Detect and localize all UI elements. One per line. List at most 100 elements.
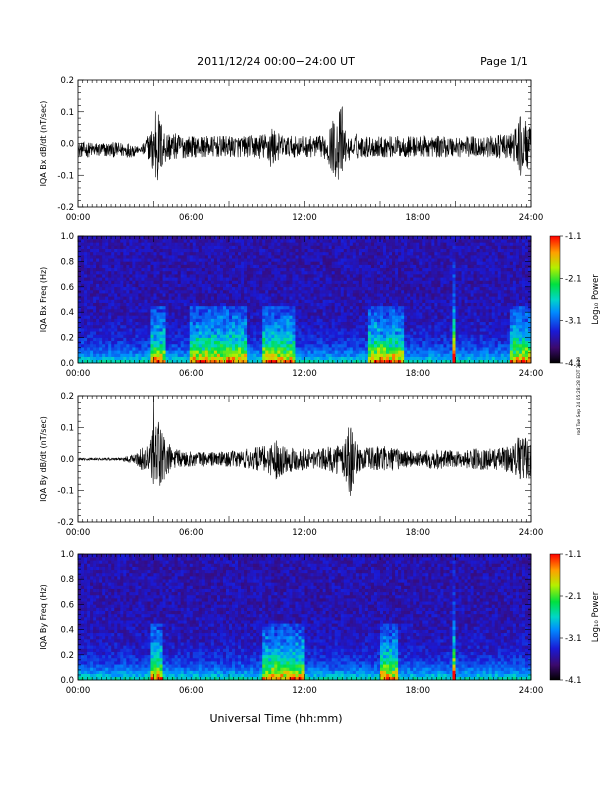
spectrogram-cell [174,293,178,297]
spectrogram-cell [259,239,263,243]
spectrogram-cell [229,286,233,291]
spectrogram-cell [304,258,308,262]
spectrogram-cell [129,331,133,335]
spectrogram-cell [241,286,245,291]
spectrogram-cell [144,356,148,361]
spectrogram-cell [150,245,154,249]
spectrogram-cell [259,347,263,351]
spectrogram-cell [244,293,248,297]
spectrogram-cell [117,236,121,240]
spectrogram-cell [150,261,154,265]
spectrogram-cell [150,305,154,310]
spectrogram-cell [150,353,154,357]
spectrogram-cell [316,274,320,278]
spectrogram-cell [256,331,260,335]
spectrogram-cell [123,289,127,294]
spectrogram-cell [247,277,251,281]
spectrogram-cell [367,280,372,284]
spectrogram-cell [380,255,384,259]
spectrogram-cell [410,264,414,269]
spectrogram-cell [289,337,293,342]
spectrogram-cell [132,296,136,300]
spectrogram-cell [244,236,248,240]
spectrogram-cell [162,350,166,354]
spectrogram-cell [373,305,378,310]
spectrogram-cell [419,261,423,265]
spectrogram-cell [192,359,197,364]
spectrogram-cell [105,353,109,357]
spectrogram-cell [283,242,287,246]
spectrogram-cell [81,305,85,310]
spectrogram-cell [319,289,323,294]
spectrogram-cell [364,267,369,272]
spectrogram-cell [177,331,181,335]
spectrogram-cell [319,356,323,361]
spectrogram-cell [201,261,206,265]
spectrogram-cell [431,324,435,329]
spectrogram-cell [319,242,323,246]
spectrogram-cell [177,283,181,288]
spectrogram-cell [256,318,260,323]
spectrogram-cell [310,318,314,323]
spectrogram-cell [189,347,194,351]
spectrogram-cell [395,264,399,269]
spectrogram-cell [189,312,194,316]
spectrogram-cell [292,315,296,319]
spectrogram-cell [183,258,188,262]
spectrogram-cell [389,302,393,307]
spectrogram-cell [431,337,435,342]
spectrogram-cell [213,315,218,319]
spectrogram-cell [150,251,154,256]
spectrogram-cell [256,274,260,278]
spectrogram-cell [407,347,411,351]
spectrogram-cell [195,356,200,361]
spectrogram-cell [283,255,287,259]
spectrogram-cell [135,286,139,291]
spectrogram-cell [346,359,351,364]
spectrogram-cell [346,324,351,329]
spectrogram-cell [328,270,332,275]
spectrogram-cell [331,321,335,326]
spectrogram-cell [117,289,121,294]
spectrogram-cell [129,261,133,265]
spectrogram-cell [325,251,329,256]
spectrogram-cell [340,315,345,319]
spectrogram-cell [428,312,432,316]
spectrogram-cell [386,293,390,297]
spectrogram-cell [244,267,248,272]
spectrogram-cell [398,264,402,269]
spectrogram-cell [286,242,290,246]
spectrogram-cell [189,318,194,323]
spectrogram-cell [319,343,323,348]
spectrogram-cell [262,239,266,243]
spectrogram-cell [364,312,369,316]
spectrogram-cell [171,328,175,332]
spectrogram-cell [126,340,130,345]
spectrogram-cell [168,359,172,364]
spectrogram-cell [265,356,269,361]
spectrogram-cell [316,359,320,364]
spectrogram-cell [96,239,100,243]
spectrogram-cell [132,305,136,310]
spectrogram-cell [292,340,296,345]
spectrogram-cell [168,245,172,249]
spectrogram-cell [419,299,423,303]
spectrogram-cell [313,359,317,364]
spectrogram-cell [346,312,351,316]
spectrogram-cell [244,245,248,249]
spectrogram-cell [244,264,248,269]
spectrogram-cell [407,261,411,265]
spectrogram-cell [192,283,197,288]
spectrogram-cell [90,309,94,313]
spectrogram-cell [247,236,251,240]
spectrogram-cell [253,356,257,361]
spectrogram-cell [123,356,127,361]
spectrogram-cell [325,312,329,316]
spectrogram-cell [174,318,178,323]
spectrogram-cell [425,274,429,278]
spectrogram-cell [159,334,163,338]
spectrogram-cell [422,299,426,303]
spectrogram-cell [81,270,85,275]
spectrogram-cell [120,312,124,316]
spectrogram-cell [274,255,278,259]
